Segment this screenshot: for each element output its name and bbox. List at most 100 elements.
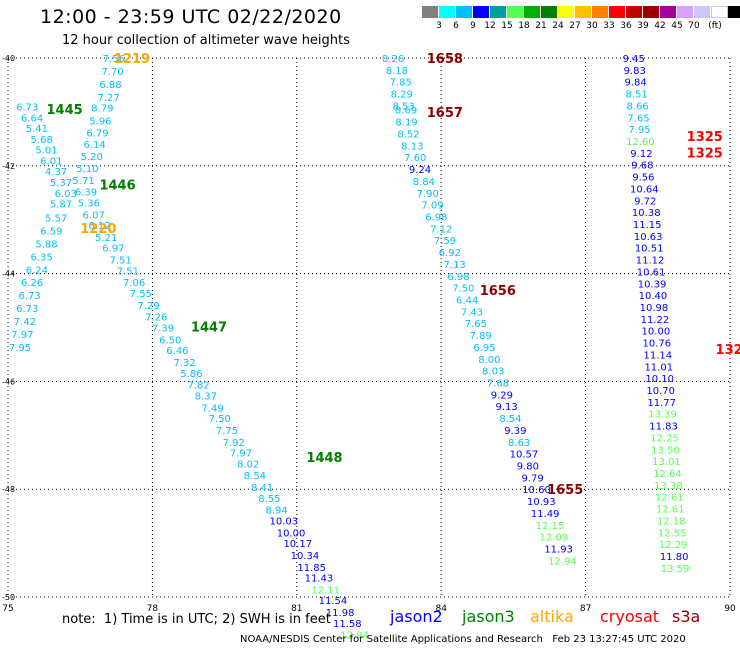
legend-label: 6 (453, 21, 459, 31)
swh-point: 6.12 (88, 221, 110, 232)
pass-time-label: 1445 (47, 103, 83, 118)
swh-point: 7.09 (421, 201, 443, 212)
legend-color-cell (507, 6, 524, 18)
y-tick-label: -40 (2, 54, 15, 63)
swh-point: 5.20 (81, 152, 103, 163)
swh-point: 6.95 (473, 343, 495, 354)
swh-point: 9.39 (504, 426, 526, 437)
swh-point: 6.59 (40, 226, 62, 237)
pass-time-label: 1655 (547, 483, 583, 498)
swh-point: 9.24 (409, 165, 431, 176)
swh-point: 6.01 (40, 156, 62, 167)
swh-point: 7.68 (487, 378, 509, 389)
legend-color-cell (643, 6, 660, 18)
swh-point: 11.80 (660, 552, 689, 563)
swh-point: 5.01 (35, 146, 57, 157)
swh-point: 5.68 (31, 135, 53, 146)
swh-point: 5.41 (26, 124, 48, 135)
swh-point: 10.17 (283, 539, 312, 550)
swh-point: 8.18 (386, 66, 408, 77)
swh-point: 4.37 (45, 167, 67, 178)
swh-point: 5.88 (35, 239, 57, 250)
swh-point: 12.61 (655, 493, 684, 504)
swh-point: 9.83 (624, 66, 646, 77)
legend-label: 12 (484, 21, 496, 31)
swh-point: 7.39 (152, 324, 174, 335)
swh-point: 9.79 (522, 473, 544, 484)
swh-point: 11.22 (641, 315, 670, 326)
x-tick-label: 90 (724, 604, 736, 614)
satellite-s3a: s3a (672, 607, 701, 626)
swh-point: 9.13 (496, 402, 518, 413)
swh-point: 6.50 (159, 335, 181, 346)
swh-point: 8.13 (401, 141, 423, 152)
swh-point: 10.38 (632, 208, 661, 219)
swh-point: 9.72 (634, 196, 656, 207)
legend-color-cell (609, 6, 626, 18)
swh-point: 7.42 (14, 317, 36, 328)
swh-point: 7.92 (223, 438, 245, 449)
legend-label: 18 (518, 21, 530, 31)
swh-point: 6.07 (83, 210, 105, 221)
y-tick-label: -44 (2, 270, 15, 279)
swh-point: 12.94 (340, 631, 369, 642)
swh-point: 12.60 (626, 137, 655, 148)
swh-point: 10.76 (643, 339, 672, 350)
legend-color-cell (575, 6, 592, 18)
swh-point: 7.50 (452, 284, 474, 295)
swh-point: 7.56 (103, 54, 125, 65)
satellite-altika: altika (530, 607, 574, 626)
swh-point: 10.70 (646, 386, 675, 397)
legend-label: 21 (535, 21, 547, 31)
swh-point: 8.55 (258, 494, 280, 505)
swh-point: 11.15 (633, 220, 662, 231)
swh-point: 6.64 (21, 113, 43, 124)
swh-point: 7.43 (461, 307, 483, 318)
swh-point: 8.03 (482, 367, 504, 378)
page-title: 12:00 - 23:59 UTC 02/22/2020 (40, 6, 342, 28)
x-tick-label: 75 (2, 604, 13, 614)
swh-point: 10.10 (645, 374, 674, 385)
legend-color-cell (660, 6, 677, 18)
swh-point: 5.57 (45, 214, 67, 225)
swh-point: 8.52 (397, 129, 419, 140)
swh-point: 8.63 (508, 438, 530, 449)
swh-point: 8.69 (395, 106, 417, 117)
swh-point: 6.46 (166, 346, 188, 357)
swh-point: 8.94 (265, 506, 287, 517)
swh-point: 7.89 (470, 331, 492, 342)
swh-point: 13.39 (648, 410, 677, 421)
swh-point: 10.00 (642, 327, 671, 338)
swh-point: 8.53 (393, 101, 415, 112)
swh-point: 11.49 (531, 509, 560, 520)
swh-point: 6.14 (84, 140, 106, 151)
swh-point: 11.58 (333, 619, 362, 630)
swh-point: 8.51 (625, 90, 647, 101)
swh-point: 5.87 (50, 200, 72, 211)
swh-point: 13.50 (651, 445, 680, 456)
swh-point: 6.98 (425, 212, 447, 223)
swh-point: 11.12 (636, 256, 665, 267)
satellite-jason2: jason2 (390, 607, 443, 626)
swh-point: 9.84 (625, 78, 647, 89)
swh-point: 13.01 (652, 457, 681, 468)
swh-point: 11.83 (649, 422, 678, 433)
swh-point: 10.03 (269, 516, 298, 527)
swh-point: 9.80 (517, 461, 539, 472)
swh-point: 7.12 (430, 224, 452, 235)
legend-color-cell (677, 6, 694, 18)
swh-point: 12.64 (653, 469, 682, 480)
page-subtitle: 12 hour collection of altimeter wave hei… (62, 33, 350, 48)
swh-point: 10.93 (527, 497, 556, 508)
swh-point: 9.29 (491, 390, 513, 401)
x-tick-label: 87 (580, 604, 591, 614)
swh-point: 5.37 (50, 178, 72, 189)
swh-point: 9.45 (623, 54, 645, 65)
swh-point: 8.29 (391, 90, 413, 101)
swh-point: 6.44 (456, 295, 478, 306)
pass-time-label: 1325 (687, 130, 723, 145)
swh-point: 10.57 (510, 450, 539, 461)
swh-point: 7.95 (628, 125, 650, 136)
swh-point: 5.96 (89, 117, 111, 128)
